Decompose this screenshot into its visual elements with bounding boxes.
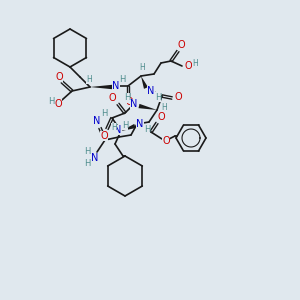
Text: H: H (192, 58, 198, 68)
Text: N: N (114, 125, 122, 135)
Text: O: O (177, 40, 185, 50)
Text: H: H (84, 148, 90, 157)
Text: H: H (86, 74, 92, 83)
Text: O: O (55, 72, 63, 82)
Text: O: O (54, 99, 62, 109)
Text: N: N (93, 116, 101, 126)
Text: H: H (161, 103, 167, 112)
Text: N: N (91, 153, 99, 163)
Text: O: O (100, 131, 108, 141)
Text: O: O (108, 93, 116, 103)
Text: O: O (125, 97, 133, 107)
Text: O: O (184, 61, 192, 71)
Text: N: N (130, 99, 138, 109)
Text: H: H (48, 97, 54, 106)
Text: O: O (157, 112, 165, 122)
Polygon shape (139, 104, 157, 110)
Text: H: H (84, 160, 90, 169)
Text: N: N (147, 86, 155, 96)
Text: H: H (124, 94, 130, 103)
Polygon shape (121, 124, 136, 131)
Text: H: H (122, 121, 128, 130)
Text: O: O (162, 136, 170, 146)
Text: H: H (139, 62, 145, 71)
Text: N: N (112, 81, 120, 91)
Text: H: H (119, 76, 125, 85)
Polygon shape (90, 85, 112, 89)
Polygon shape (141, 76, 148, 89)
Text: N: N (136, 119, 144, 129)
Text: H: H (144, 125, 150, 134)
Text: H: H (101, 110, 107, 118)
Text: H: H (155, 92, 161, 101)
Text: O: O (174, 92, 182, 102)
Text: H: H (111, 124, 117, 133)
